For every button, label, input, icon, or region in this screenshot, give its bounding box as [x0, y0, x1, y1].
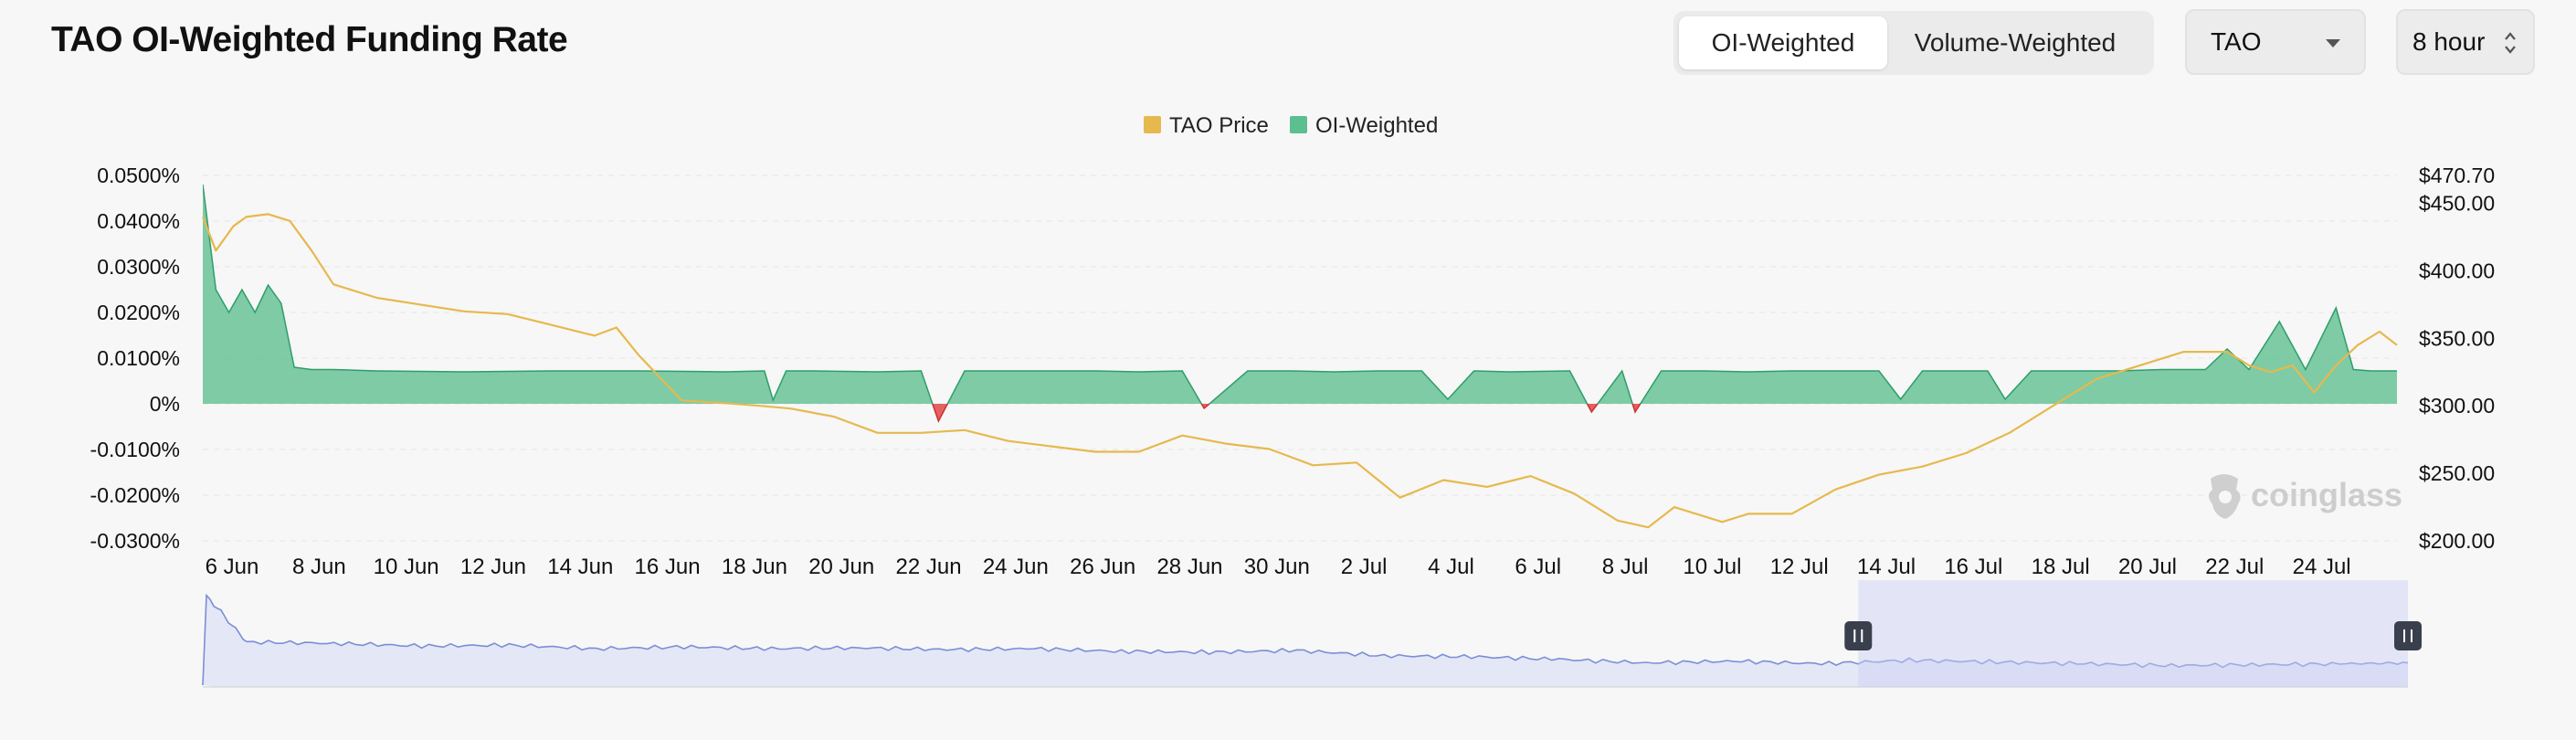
asset-select[interactable]: TAO: [2185, 9, 2366, 75]
y-left-tick-label: -0.0300%: [90, 529, 180, 553]
x-tick-label: 28 Jun: [1156, 555, 1222, 579]
y-left-tick-label: 0.0200%: [97, 301, 180, 324]
x-tick-label: 2 Jul: [1341, 555, 1388, 579]
y-left-tick-label: 0%: [150, 392, 180, 416]
x-tick-label: 10 Jul: [1683, 555, 1741, 579]
y-right-tick-label: $300.00: [2419, 394, 2495, 418]
y-right-tick-label: $250.00: [2419, 461, 2495, 485]
y-right-tick-label: $470.70: [2419, 164, 2495, 187]
y-left-tick-label: -0.0100%: [90, 438, 180, 461]
grid-lines: [203, 174, 2397, 542]
chevron-down-icon: [2326, 39, 2340, 48]
interval-select-value: 8 hour: [2412, 27, 2486, 56]
x-tick-label: 10 Jun: [374, 555, 439, 579]
legend-swatch: [1144, 116, 1161, 133]
tab-oi-weighted[interactable]: OI-Weighted: [1679, 16, 1887, 69]
range-navigator[interactable]: [202, 580, 2422, 688]
x-tick-label: 20 Jun: [808, 555, 874, 579]
x-tick-label: 22 Jul: [2205, 555, 2264, 579]
navigator-handle-right[interactable]: [2394, 621, 2422, 650]
x-tick-label: 8 Jun: [292, 555, 346, 579]
x-tick-label: 18 Jul: [2032, 555, 2090, 579]
y-left-tick-label: 0.0500%: [97, 164, 180, 187]
x-tick-label: 12 Jul: [1770, 555, 1829, 579]
funding-area: [203, 184, 2397, 423]
x-tick-label: 6 Jul: [1515, 555, 1561, 579]
legend-label: TAO Price: [1169, 113, 1269, 138]
x-tick-label: 14 Jul: [1857, 555, 1916, 579]
y-left-tick-label: 0.0400%: [97, 209, 180, 233]
y-left-tick-label: 0.0300%: [97, 255, 180, 279]
asset-select-value: TAO: [2211, 27, 2262, 56]
weighting-toggle[interactable]: OI-Weighted Volume-Weighted: [1673, 11, 2154, 75]
x-tick-label: 16 Jun: [635, 555, 701, 579]
legend-item-oi-weighted[interactable]: OI-Weighted: [1290, 113, 1438, 138]
navigator-selection[interactable]: [1858, 580, 2408, 687]
navigator-line: [202, 593, 2409, 686]
x-tick-label: 4 Jul: [1428, 555, 1474, 579]
y-right-tick-label: $200.00: [2419, 529, 2495, 553]
x-tick-label: 30 Jun: [1244, 555, 1310, 579]
legend-label: OI-Weighted: [1315, 113, 1438, 138]
funding-positive-area: [203, 185, 2397, 404]
x-tick-label: 20 Jul: [2118, 555, 2177, 579]
right-axis: $470.70 $450.00 $400.00 $350.00 $300.00 $250.…: [2419, 164, 2495, 553]
x-tick-label: 12 Jun: [460, 555, 526, 579]
x-axis: 6 Jun 8 Jun 10 Jun 12 Jun 14 Jun 16 Jun 18 Jun…: [206, 555, 2351, 579]
legend-item-tao-price[interactable]: TAO Price: [1144, 113, 1269, 138]
x-tick-label: 26 Jun: [1070, 555, 1135, 579]
funding-positive-line: [203, 184, 2397, 404]
tab-volume-weighted[interactable]: Volume-Weighted: [1914, 28, 2117, 57]
watermark: coinglass: [2209, 474, 2402, 519]
chart-legend: TAO Price OI-Weighted: [1144, 113, 1438, 138]
x-tick-label: 18 Jun: [722, 555, 787, 579]
page-title: TAO OI-Weighted Funding Rate: [51, 20, 568, 59]
x-tick-label: 24 Jul: [2293, 555, 2351, 579]
watermark-text: coinglass: [2251, 476, 2402, 513]
price-line: [201, 213, 2398, 529]
y-left-tick-label: 0.0100%: [97, 346, 180, 370]
updown-chevron-icon: [2505, 32, 2516, 54]
x-tick-label: 22 Jun: [896, 555, 962, 579]
y-right-tick-label: $450.00: [2419, 192, 2495, 216]
legend-swatch: [1290, 116, 1307, 133]
x-tick-label: 6 Jun: [206, 555, 259, 579]
y-right-tick-label: $400.00: [2419, 259, 2495, 282]
y-right-tick-label: $350.00: [2419, 326, 2495, 350]
y-left-tick-label: -0.0200%: [90, 483, 180, 507]
x-tick-label: 8 Jul: [1602, 555, 1649, 579]
x-tick-label: 24 Jun: [983, 555, 1049, 579]
x-tick-label: 14 Jun: [547, 555, 613, 579]
x-tick-label: 16 Jul: [1944, 555, 2002, 579]
left-axis: 0.0500% 0.0400% 0.0300% 0.0200% 0.0100% 0% -0.…: [90, 164, 180, 553]
coinglass-logo-icon: [2209, 474, 2241, 519]
navigator-handle-left[interactable]: [1844, 621, 1873, 650]
price-series-line: [201, 213, 2398, 529]
interval-select[interactable]: 8 hour: [2396, 9, 2535, 75]
